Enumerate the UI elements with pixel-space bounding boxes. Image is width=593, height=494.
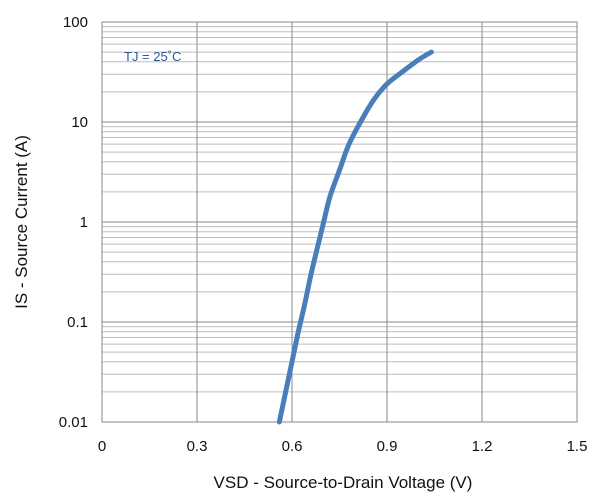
- series-line: [276, 49, 434, 425]
- y-tick-label: 0.1: [67, 314, 88, 331]
- series-layer: [276, 49, 434, 425]
- x-tick-label: 0.9: [377, 438, 398, 455]
- x-tick-label: 1.2: [472, 438, 493, 455]
- y-tick-label: 0.01: [59, 414, 88, 431]
- x-tick-labels: 0 0.3 0.6 0.9 1.2 1.5: [98, 438, 588, 455]
- x-tick-label: 0: [98, 438, 106, 455]
- y-axis-label: IS - Source Current (A): [12, 135, 31, 309]
- x-tick-label: 0.6: [282, 438, 303, 455]
- annotation: TJ = 25˚C: [124, 49, 181, 64]
- y-tick-labels: 0.01 0.1 1 10 100: [59, 14, 88, 431]
- y-tick-label: 1: [80, 214, 88, 231]
- y-tick-label: 100: [63, 14, 88, 31]
- plot-border: [101, 21, 578, 423]
- x-tick-label: 1.5: [567, 438, 588, 455]
- minor-grid: [102, 26, 577, 393]
- x-axis-label: VSD - Source-to-Drain Voltage (V): [214, 473, 473, 492]
- y-tick-label: 10: [71, 114, 88, 131]
- x-tick-label: 0.3: [187, 438, 208, 455]
